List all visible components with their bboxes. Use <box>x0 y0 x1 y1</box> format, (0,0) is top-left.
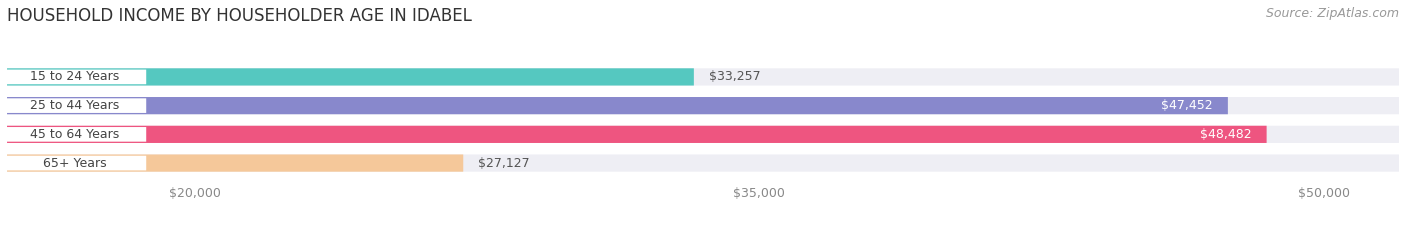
FancyBboxPatch shape <box>7 68 1399 86</box>
FancyBboxPatch shape <box>3 156 146 170</box>
Text: $27,127: $27,127 <box>478 157 530 170</box>
Text: 65+ Years: 65+ Years <box>44 157 107 170</box>
FancyBboxPatch shape <box>7 97 1399 114</box>
FancyBboxPatch shape <box>3 98 146 113</box>
Text: 15 to 24 Years: 15 to 24 Years <box>30 70 120 83</box>
FancyBboxPatch shape <box>3 70 146 84</box>
Text: Source: ZipAtlas.com: Source: ZipAtlas.com <box>1265 7 1399 20</box>
FancyBboxPatch shape <box>7 97 1227 114</box>
Text: HOUSEHOLD INCOME BY HOUSEHOLDER AGE IN IDABEL: HOUSEHOLD INCOME BY HOUSEHOLDER AGE IN I… <box>7 7 472 25</box>
Text: 25 to 44 Years: 25 to 44 Years <box>30 99 120 112</box>
Text: 45 to 64 Years: 45 to 64 Years <box>30 128 120 141</box>
FancyBboxPatch shape <box>7 126 1267 143</box>
Text: $33,257: $33,257 <box>709 70 761 83</box>
FancyBboxPatch shape <box>7 154 463 172</box>
Text: $47,452: $47,452 <box>1161 99 1213 112</box>
FancyBboxPatch shape <box>3 127 146 142</box>
FancyBboxPatch shape <box>7 126 1399 143</box>
FancyBboxPatch shape <box>7 154 1399 172</box>
FancyBboxPatch shape <box>7 68 693 86</box>
Text: $48,482: $48,482 <box>1199 128 1251 141</box>
